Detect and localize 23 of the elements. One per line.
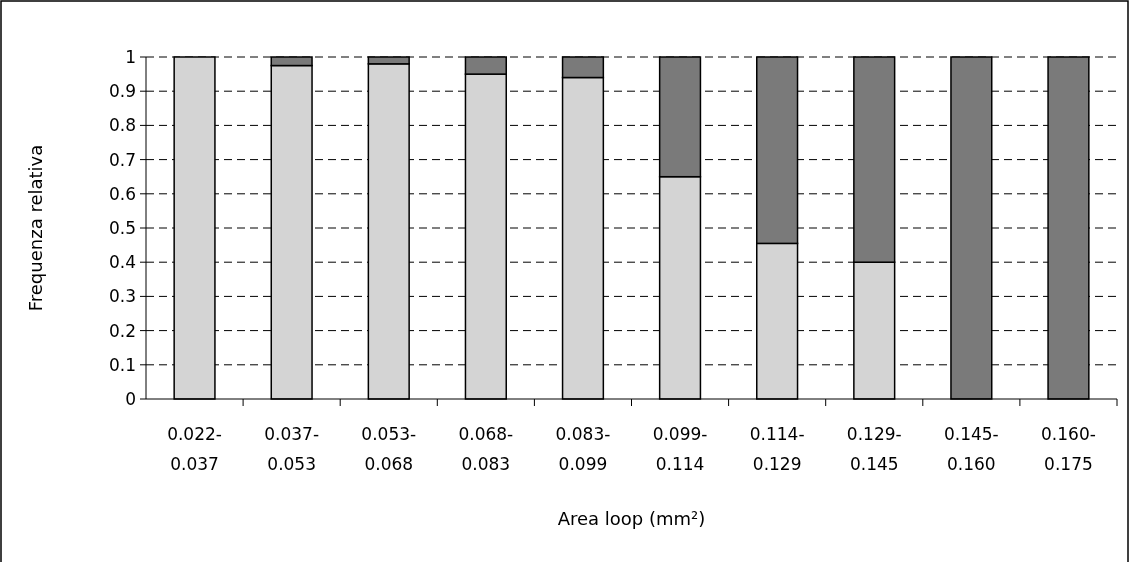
x-tick-label: 0.114-0.129 <box>749 424 805 474</box>
y-tick-label: 0.2 <box>108 320 136 341</box>
x-tick-label: 0.145-0.160 <box>943 424 999 474</box>
x-tick-label: 0.129-0.145 <box>846 424 902 474</box>
x-tick-label: 0.099-0.114 <box>652 424 708 474</box>
x-tick-label: 0.022-0.037 <box>167 424 222 474</box>
y-tick-label: 0.3 <box>108 286 136 307</box>
y-tick-label: 0.5 <box>108 217 136 238</box>
x-tick-label: 0.053-0.068 <box>361 424 417 474</box>
x-tick-label: 0.160-0.175 <box>1041 424 1096 474</box>
y-tick-label: 0.4 <box>108 252 136 273</box>
x-axis-title: Area loop (mm²) <box>557 508 706 529</box>
x-tick-label: 0.083-0.099 <box>555 424 611 474</box>
y-tick-label: 1 <box>125 46 136 67</box>
y-tick-label: 0.8 <box>108 115 136 136</box>
y-tick-label: 0.1 <box>108 354 136 375</box>
y-tick-label: 0.6 <box>108 183 136 204</box>
x-tick-label: 0.068-0.083 <box>458 424 514 474</box>
y-tick-label: 0.9 <box>108 81 136 102</box>
x-tick-label: 0.037-0.053 <box>264 424 320 474</box>
y-tick-label: 0.7 <box>108 149 136 170</box>
y-axis-title: Frequenza relativa <box>25 144 46 312</box>
y-tick-label: 0 <box>125 388 136 409</box>
